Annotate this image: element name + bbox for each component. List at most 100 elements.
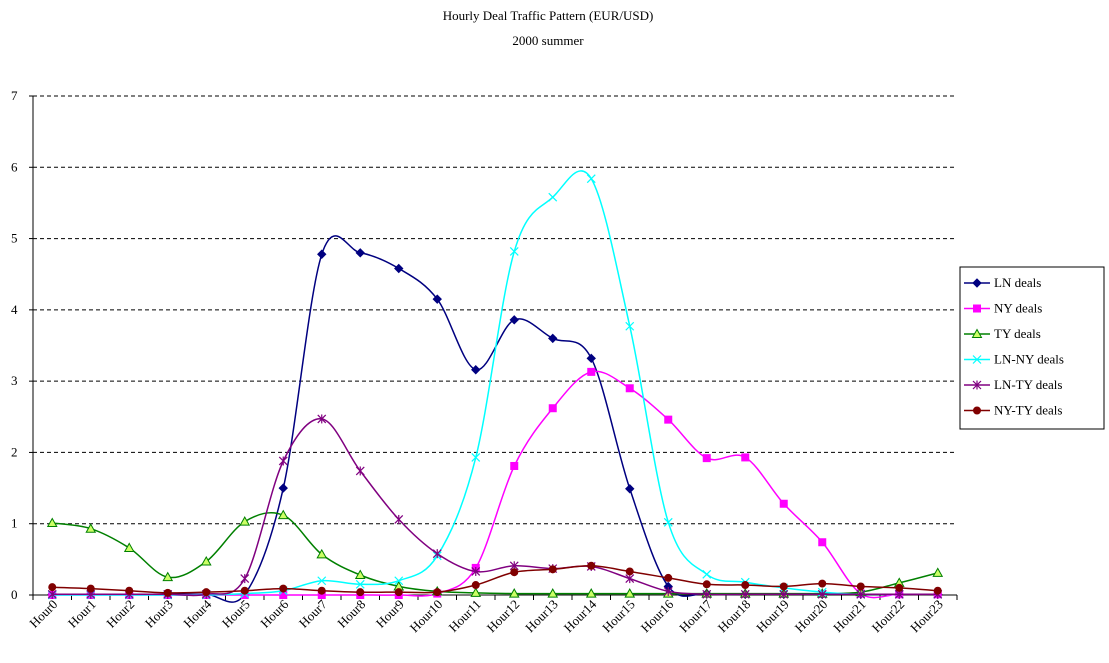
- data-point-ty-deals: [239, 516, 251, 526]
- x-tick-label: Hour11: [446, 597, 484, 635]
- legend-item-ty-deals: TY deals: [964, 326, 1041, 341]
- x-tick-label: Hour16: [638, 596, 677, 635]
- x-tick-label: Hour9: [373, 597, 407, 631]
- data-point-ln-ny-deals: [394, 576, 404, 586]
- legend-label: NY-TY deals: [994, 403, 1062, 418]
- legend-marker: [973, 304, 981, 313]
- data-point-ln-ty-deals: [779, 589, 789, 599]
- data-point-ny-deals: [587, 367, 596, 376]
- data-point-ln-ny-deals: [548, 192, 558, 202]
- series-ln-ty-deals: [47, 414, 943, 599]
- x-tick-label: Hour6: [257, 596, 291, 630]
- legend-item-ln-ty-deals: LN-TY deals: [964, 377, 1062, 392]
- data-point-ty-deals: [162, 571, 174, 582]
- x-tick-label: Hour7: [296, 596, 330, 630]
- series-line-ln-deals: [52, 235, 938, 603]
- y-tick-label: 4: [11, 302, 18, 317]
- data-point-ny-ty-deals: [356, 588, 365, 597]
- data-point-ln-deals: [586, 353, 596, 364]
- x-tick-label: Hour20: [792, 597, 831, 636]
- data-point-ty-deals: [85, 523, 97, 533]
- data-point-ln-ty-deals: [240, 574, 250, 584]
- data-point-ny-ty-deals: [48, 583, 57, 592]
- data-point-ln-ty-deals: [394, 514, 404, 524]
- data-point-ty-deals: [624, 588, 636, 598]
- x-tick-label: Hour14: [561, 596, 600, 635]
- data-point-ln-ty-deals: [625, 574, 635, 584]
- x-tick-label: Hour15: [599, 597, 638, 636]
- x-tick-label: Hour22: [869, 597, 908, 636]
- data-point-ln-deals: [548, 333, 558, 344]
- data-point-ln-ny-deals: [663, 517, 673, 527]
- x-tick-label: Hour2: [103, 597, 137, 631]
- data-point-ny-ty-deals: [895, 583, 904, 592]
- data-point-ln-ty-deals: [740, 589, 750, 599]
- x-tick-label: Hour12: [484, 597, 523, 636]
- legend-label: LN-NY deals: [994, 352, 1064, 367]
- series-ln-deals: [47, 235, 943, 603]
- data-point-ny-ty-deals: [702, 580, 711, 589]
- y-tick-label: 3: [11, 373, 18, 388]
- legend-label: TY deals: [994, 326, 1041, 341]
- legend-label: LN deals: [994, 275, 1041, 290]
- data-point-ln-deals: [625, 484, 635, 494]
- data-point-ln-ny-deals: [471, 452, 481, 462]
- data-point-ny-ty-deals: [587, 561, 596, 570]
- data-point-ln-ty-deals: [432, 549, 442, 559]
- data-point-ty-deals: [354, 569, 366, 580]
- data-point-ny-ty-deals: [548, 565, 557, 574]
- data-point-ny-ty-deals: [471, 581, 480, 590]
- legend-label: LN-TY deals: [994, 377, 1062, 392]
- series-line-ny-deals: [52, 370, 938, 599]
- y-tick-label: 5: [11, 231, 18, 246]
- data-point-ln-ny-deals: [355, 579, 365, 589]
- data-point-ty-deals: [585, 588, 597, 598]
- legend-item-ln-ny-deals: LN-NY deals: [964, 352, 1064, 367]
- data-point-ty-deals: [547, 588, 559, 598]
- series-line-ln-ty-deals: [52, 418, 938, 597]
- x-tick-label: Hour17: [676, 596, 715, 635]
- data-point-ny-deals: [779, 499, 788, 508]
- y-tick-label: 6: [11, 159, 18, 174]
- data-point-ny-ty-deals: [510, 568, 519, 577]
- data-point-ny-deals: [510, 461, 519, 470]
- data-point-ny-deals: [664, 415, 673, 424]
- x-tick-label: Hour1: [65, 597, 99, 631]
- data-point-ny-ty-deals: [856, 582, 865, 591]
- x-tick-label: Hour13: [522, 597, 561, 636]
- data-point-ln-ty-deals: [317, 414, 327, 424]
- data-point-ln-ny-deals: [509, 246, 519, 256]
- data-point-ny-ty-deals: [394, 588, 403, 597]
- data-point-ny-ty-deals: [933, 586, 942, 595]
- legend-item-ny-ty-deals: NY-TY deals: [964, 403, 1062, 418]
- y-tick-label: 2: [11, 444, 18, 459]
- legend-item-ny-deals: NY deals: [964, 301, 1042, 316]
- data-point-ny-deals: [818, 538, 827, 547]
- x-tick-label: Hour3: [142, 597, 176, 631]
- x-tick-label: Hour0: [26, 597, 60, 631]
- data-point-ny-ty-deals: [86, 584, 95, 593]
- legend-item-ln-deals: LN deals: [964, 275, 1041, 290]
- legend-label: NY deals: [994, 301, 1042, 316]
- data-point-ln-ty-deals: [663, 586, 673, 596]
- data-point-ty-deals: [932, 567, 944, 577]
- data-point-ln-deals: [471, 365, 481, 375]
- x-tick-label: Hour4: [180, 596, 214, 630]
- chart-title: Hourly Deal Traffic Pattern (EUR/USD): [443, 8, 654, 23]
- data-point-ny-ty-deals: [163, 588, 172, 597]
- y-tick-label: 0: [11, 587, 18, 602]
- data-point-ln-ty-deals: [471, 566, 481, 576]
- legend-marker: [972, 278, 982, 288]
- data-point-ln-deals: [278, 483, 288, 493]
- data-point-ny-ty-deals: [202, 588, 211, 597]
- x-tick-label: Hour8: [334, 597, 368, 631]
- data-point-ny-ty-deals: [664, 573, 673, 582]
- legend-marker: [971, 328, 983, 338]
- data-point-ln-ny-deals: [317, 576, 327, 586]
- data-point-ny-deals: [702, 454, 711, 463]
- legend-marker: [972, 355, 982, 364]
- x-tick-label: Hour23: [907, 597, 946, 636]
- data-point-ln-ty-deals: [702, 589, 712, 599]
- x-tick-label: Hour10: [407, 597, 446, 636]
- data-point-ty-deals: [316, 548, 328, 559]
